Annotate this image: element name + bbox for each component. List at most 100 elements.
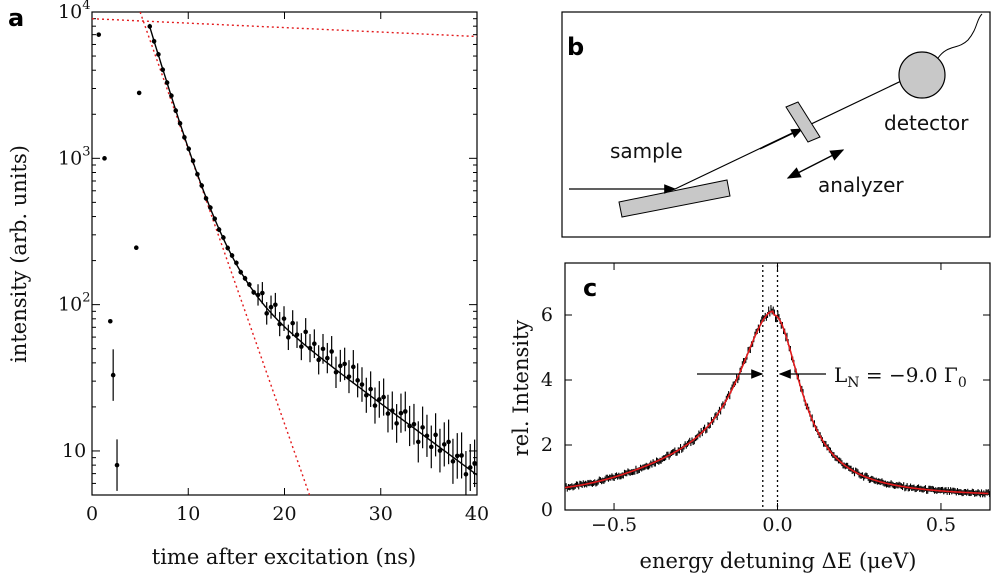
data-point (221, 235, 226, 240)
data-point (373, 403, 378, 408)
data-point (438, 448, 443, 453)
data-point (459, 453, 464, 458)
data-point (446, 440, 451, 445)
data-point (264, 311, 269, 316)
y-tick-label: 104 (58, 0, 90, 23)
y-tick-label: 10 (62, 440, 86, 462)
data-point (260, 291, 265, 296)
y-tick-label: 2 (541, 434, 553, 456)
panel-a-y-axis-label: intensity (arb. units) (7, 145, 31, 363)
x-tick-label: 0.5 (926, 514, 956, 536)
data-point (186, 147, 191, 152)
data-point (464, 472, 469, 477)
detector-cable (938, 14, 982, 58)
panel-letter-c: c (583, 274, 597, 302)
fit-line (140, 12, 309, 495)
data-point (451, 459, 456, 464)
data-point (115, 463, 120, 468)
data-point (290, 321, 295, 326)
data-point (308, 346, 313, 351)
panel-a-data-points (96, 24, 476, 498)
data-point (212, 216, 217, 221)
data-point (295, 332, 300, 337)
data-point (429, 445, 434, 450)
panel-c-y-axis-label: rel. Intensity (509, 320, 533, 457)
data-point (160, 67, 165, 72)
data-point (152, 39, 157, 44)
analyzer-label: analyzer (818, 173, 904, 197)
data-point (238, 270, 243, 275)
data-point (325, 356, 330, 361)
data-point (208, 205, 213, 210)
data-point (243, 276, 248, 281)
panel-c-dotted-markers (763, 265, 778, 510)
data-point (230, 253, 235, 258)
data-point (390, 408, 395, 413)
data-point (316, 358, 321, 363)
panel-b: b sample analyzer detector (562, 12, 990, 237)
y-tick-label: 6 (541, 304, 553, 326)
data-point (442, 442, 447, 447)
data-point (381, 395, 386, 400)
data-point (420, 425, 425, 430)
data-point (204, 196, 209, 201)
detector-label: detector (884, 111, 969, 135)
panel-a-ticks: 0 10 20 30 40 10 102 103 104 (58, 0, 489, 525)
data-point (403, 409, 408, 414)
data-point (377, 397, 382, 402)
sample-plate (619, 180, 730, 217)
y-tick-label: 102 (58, 291, 90, 316)
data-point (303, 330, 308, 335)
panel-c-fit (565, 311, 988, 493)
fit-curve (565, 311, 988, 493)
data-point (347, 374, 352, 379)
data-point (273, 302, 278, 307)
data-point (342, 362, 347, 367)
data-point (407, 424, 412, 429)
data-point (368, 387, 373, 392)
sample-label: sample (610, 139, 683, 163)
model-curve (150, 27, 477, 475)
data-point (165, 80, 170, 85)
data-point (234, 261, 239, 266)
data-point (394, 421, 399, 426)
panel-c: c −0.5 0.0 0.50246 LN = −9.0 Γ0 energy det… (509, 263, 990, 573)
x-tick-label: 30 (369, 503, 393, 525)
data-point (102, 156, 107, 161)
panel-c-x-axis-label: energy detuning ΔE (μeV) (640, 549, 917, 573)
x-tick-label: 0.0 (762, 514, 792, 536)
data-point (299, 344, 304, 349)
data-point (147, 24, 152, 29)
x-tick-label: 0 (86, 503, 98, 525)
data-point (108, 319, 113, 324)
data-point (225, 246, 230, 251)
data-point (195, 172, 200, 177)
y-tick-label: 4 (541, 369, 553, 391)
data-point (199, 183, 204, 188)
data-point (111, 373, 116, 378)
data-point (247, 282, 252, 287)
data-point (455, 454, 460, 459)
x-tick-label: 20 (272, 503, 296, 525)
panel-a-x-axis-label: time after excitation (ns) (152, 545, 416, 569)
panel-a: a 0 10 20 30 4010102103104 time after excita… (7, 0, 489, 569)
data-point (217, 227, 222, 232)
y-tick-label: 0 (541, 499, 553, 521)
data-point (472, 461, 477, 466)
data-point (416, 440, 421, 445)
data-point (251, 290, 256, 295)
panel-a-fit-lines (92, 12, 477, 495)
data-point (156, 52, 161, 57)
data-point (269, 305, 274, 310)
data-point (433, 433, 438, 438)
data-point (412, 422, 417, 427)
data-point (329, 349, 334, 354)
x-tick-label: 10 (176, 503, 200, 525)
panel-letter-b: b (567, 33, 584, 61)
panel-letter-a: a (8, 4, 24, 32)
data-point (425, 434, 430, 439)
data-point (286, 335, 291, 340)
data-point (360, 382, 365, 387)
data-point (321, 347, 326, 352)
data-point (399, 411, 404, 416)
